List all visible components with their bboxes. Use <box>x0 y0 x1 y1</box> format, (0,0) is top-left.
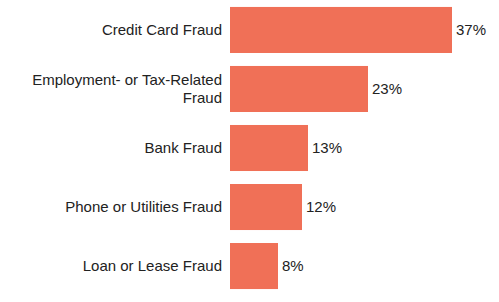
category-labels: Credit Card Fraud Employment- or Tax-Rela… <box>32 21 222 274</box>
category-label: Loan or Lease Fraud <box>83 257 222 274</box>
bar <box>230 243 278 289</box>
data-label: 8% <box>282 257 304 274</box>
category-label: Bank Fraud <box>144 139 222 156</box>
data-label: 13% <box>312 139 342 156</box>
plot-area: Credit Card Fraud Employment- or Tax-Rela… <box>32 7 486 289</box>
data-label: 23% <box>372 80 402 97</box>
bar <box>230 125 308 171</box>
data-label: 12% <box>306 198 336 215</box>
category-label-line: Loan or Lease Fraud <box>83 257 222 274</box>
category-label-line: Fraud <box>183 89 222 106</box>
category-label-line: Employment- or Tax-Related <box>32 71 222 88</box>
category-label: Credit Card Fraud <box>102 21 222 38</box>
category-label-line: Credit Card Fraud <box>102 21 222 38</box>
data-labels: 37% 23% 13% 12% 8% <box>282 21 486 274</box>
bars <box>230 7 452 289</box>
bar <box>230 184 302 230</box>
bar <box>230 7 452 53</box>
bar <box>230 66 368 112</box>
category-label: Phone or Utilities Fraud <box>65 198 222 215</box>
data-label: 37% <box>456 21 486 38</box>
category-label-line: Bank Fraud <box>144 139 222 156</box>
chart-container: Credit Card Fraud Employment- or Tax-Rela… <box>0 0 499 302</box>
category-label-line: Phone or Utilities Fraud <box>65 198 222 215</box>
chart-svg: Credit Card Fraud Employment- or Tax-Rela… <box>0 0 499 302</box>
category-label: Employment- or Tax-RelatedFraud <box>32 71 222 106</box>
